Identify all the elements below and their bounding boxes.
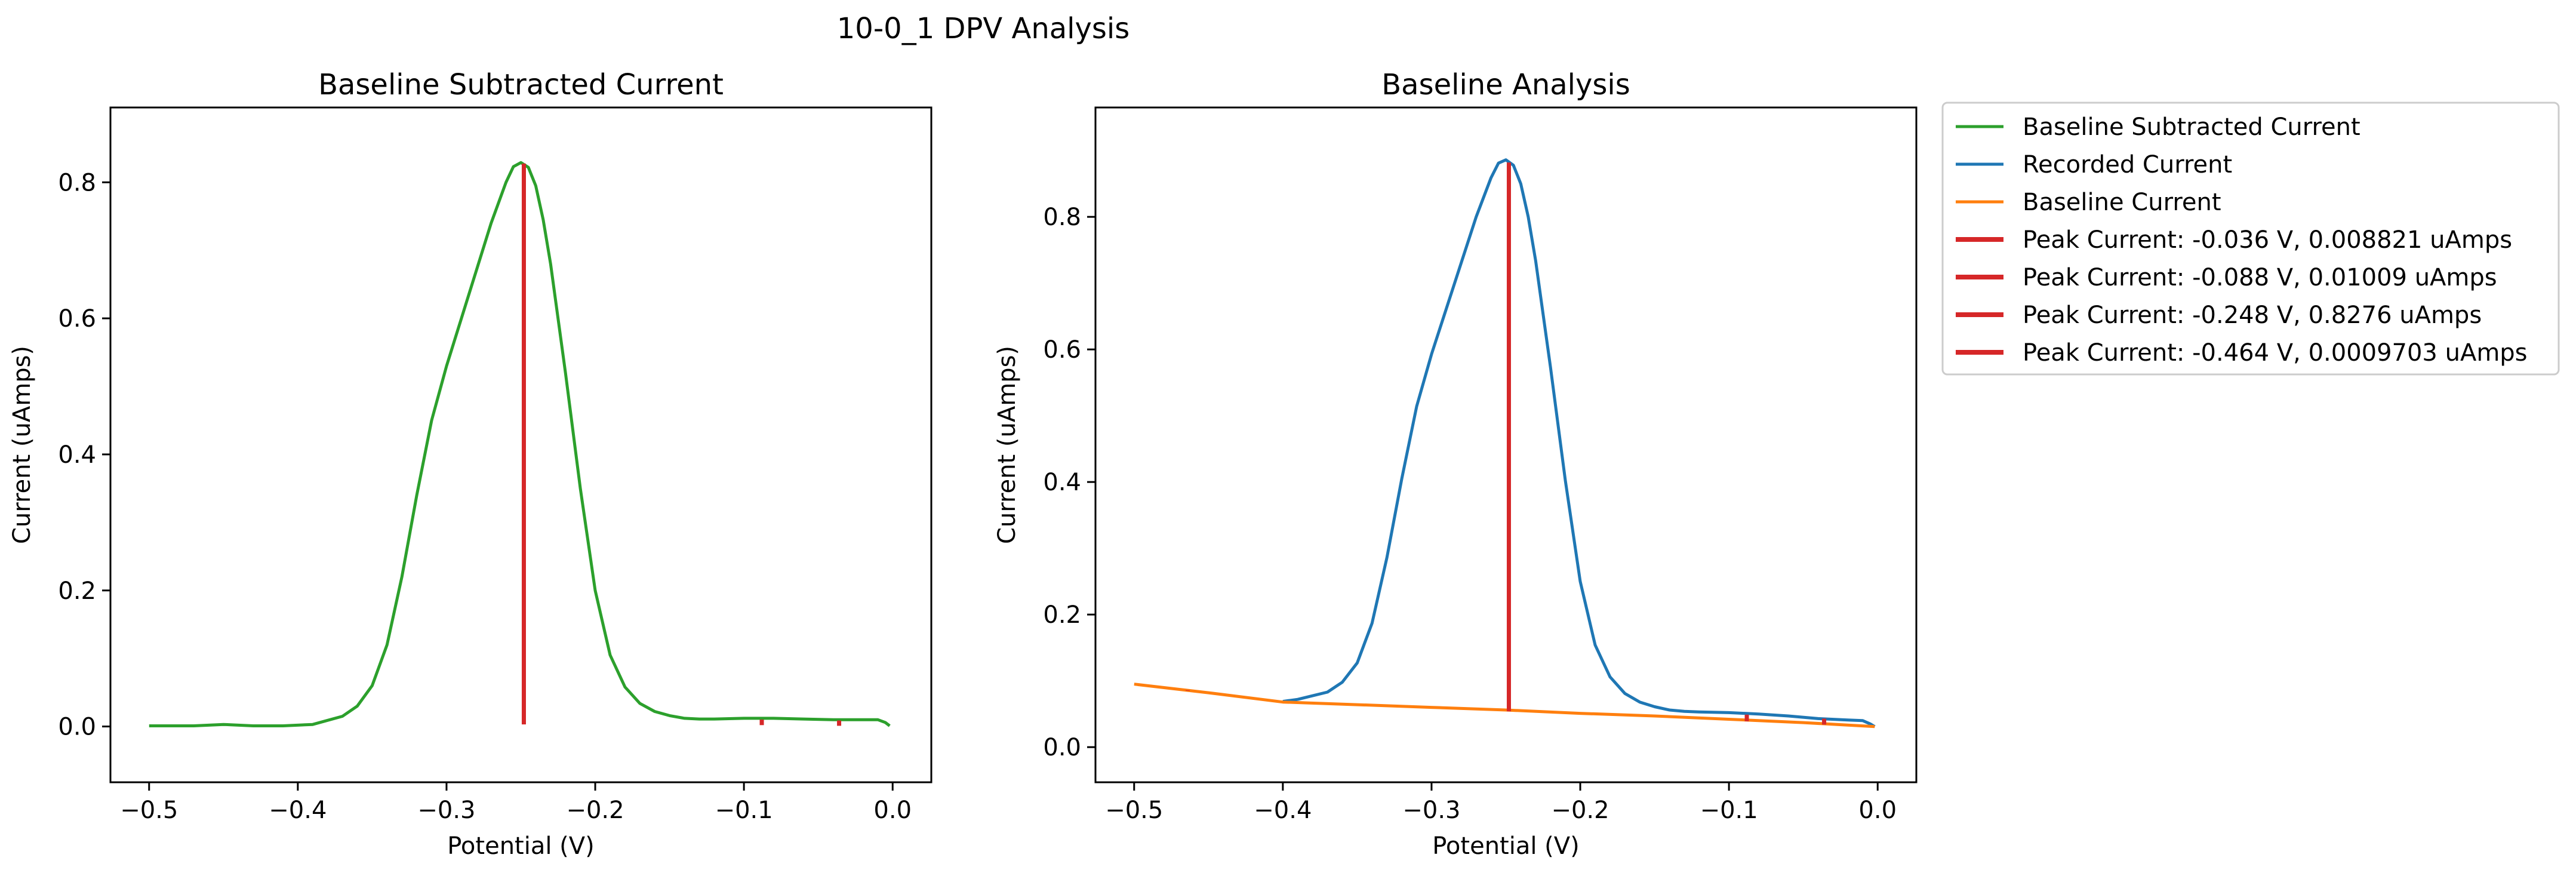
plot-baseline-analysis: Baseline Analysis −0.5 −0.4 −0.3 −0.2 −0.1 0.0… <box>993 68 1918 860</box>
legend-label: Baseline Current <box>2023 189 2221 216</box>
legend-label: Baseline Subtracted Current <box>2023 113 2360 141</box>
x-tick-label: −0.4 <box>1254 797 1312 824</box>
legend-label: Recorded Current <box>2023 151 2232 179</box>
figure-title: 10-0_1 DPV Analysis <box>837 12 1130 45</box>
y-tick-label: 0.6 <box>1043 336 1081 364</box>
x-tick-label: 0.0 <box>1858 797 1897 824</box>
x-tick-label: −0.2 <box>1551 797 1609 824</box>
legend-label: Peak Current: -0.248 V, 0.8276 uAmps <box>2023 302 2482 329</box>
legend-label: Peak Current: -0.088 V, 0.01009 uAmps <box>2023 264 2497 291</box>
x-tick-label: −0.4 <box>269 797 327 824</box>
y-tick-label: 0.0 <box>1043 734 1081 761</box>
x-tick-label: −0.2 <box>566 797 624 824</box>
legend: Baseline Subtracted Current Recorded Curr… <box>1941 102 2560 376</box>
series-line <box>149 161 891 727</box>
plot-baseline-subtracted: Baseline Subtracted Current −0.5 −0.4 −0.3 −… <box>8 68 932 860</box>
legend-label: Peak Current: -0.036 V, 0.008821 uAmps <box>2023 226 2512 254</box>
y-axis-label: Current (uAmps) <box>993 346 1021 544</box>
y-tick-label: 0.6 <box>58 305 96 333</box>
x-tick-label: 0.0 <box>873 797 912 824</box>
axes-title: Baseline Subtracted Current <box>318 68 724 102</box>
y-tick-label: 0.8 <box>1043 204 1081 231</box>
axes-frame <box>109 106 932 783</box>
axes-title: Baseline Analysis <box>1381 68 1630 102</box>
series-line <box>1282 158 1876 728</box>
x-tick-label: −0.1 <box>715 797 773 824</box>
x-axis-label: Potential (V) <box>1432 832 1580 860</box>
x-tick-label: −0.1 <box>1700 797 1758 824</box>
x-tick-label: −0.5 <box>1105 797 1163 824</box>
x-tick-label: −0.5 <box>120 797 178 824</box>
x-tick-label: −0.3 <box>417 797 475 824</box>
axes-frame <box>1094 106 1918 783</box>
series-line <box>1134 683 1875 729</box>
y-tick-label: 0.4 <box>58 441 96 469</box>
x-axis-label: Potential (V) <box>447 832 595 860</box>
y-tick-label: 0.8 <box>58 169 96 196</box>
y-tick-label: 0.2 <box>1043 601 1081 629</box>
y-axis-label: Current (uAmps) <box>8 346 36 544</box>
legend-label: Peak Current: -0.464 V, 0.0009703 uAmps <box>2023 339 2528 367</box>
y-tick-label: 0.2 <box>58 577 96 605</box>
y-tick-label: 0.0 <box>58 714 96 741</box>
y-tick-label: 0.4 <box>1043 469 1081 496</box>
legend-frame <box>1941 102 2560 376</box>
x-tick-label: −0.3 <box>1402 797 1460 824</box>
